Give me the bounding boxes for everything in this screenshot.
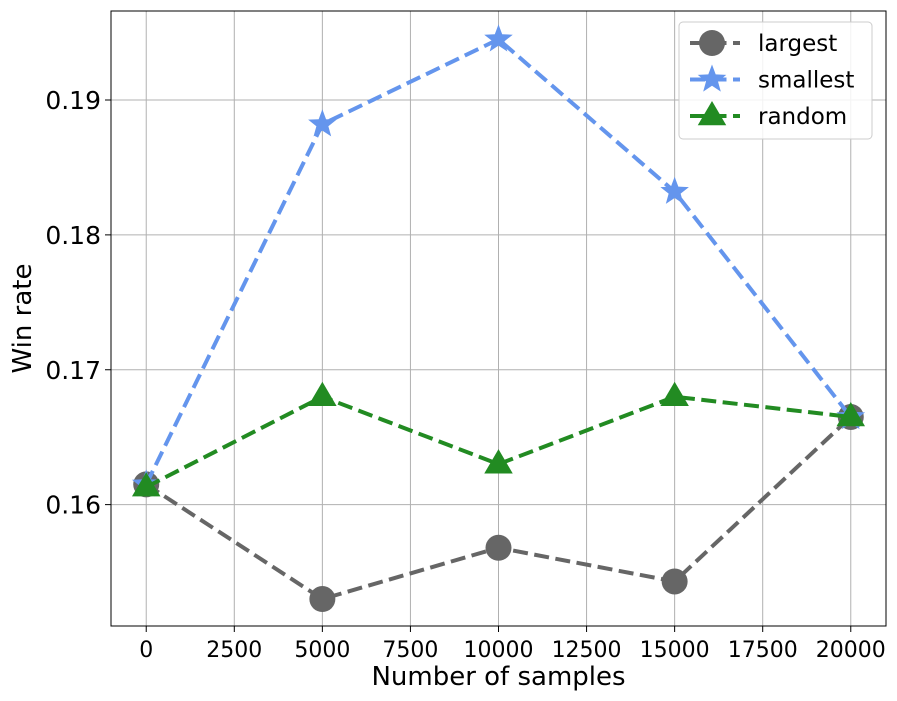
x-axis-label: Number of samples xyxy=(371,662,625,692)
x-tick-label: 17500 xyxy=(728,638,798,663)
point-random xyxy=(131,472,161,497)
point-largest xyxy=(661,568,688,595)
point-random xyxy=(836,401,866,427)
point-random xyxy=(484,449,513,474)
y-axis-label: Win rate xyxy=(8,264,38,374)
x-tick-label: 20000 xyxy=(816,638,886,663)
legend: largest smallest random xyxy=(678,21,873,140)
point-random xyxy=(308,381,337,407)
legend-box xyxy=(678,21,873,140)
x-tick-label: 5000 xyxy=(294,638,350,663)
legend-item-largest: largest xyxy=(690,30,837,57)
x-tick-label: 2500 xyxy=(206,638,262,663)
series-line-random xyxy=(145,394,851,489)
series-line-smallest xyxy=(144,36,853,486)
series-random xyxy=(131,381,866,497)
y-tick-label: 0.19 xyxy=(45,86,101,115)
legend-item-random: random xyxy=(690,101,847,130)
x-tick-label: 10000 xyxy=(464,638,534,663)
legend-marker-circle xyxy=(699,30,725,56)
point-smallest xyxy=(660,176,689,204)
series-group xyxy=(131,24,866,613)
legend-label: random xyxy=(758,104,847,130)
legend-item-smallest: smallest xyxy=(690,64,854,94)
point-largest xyxy=(309,586,336,613)
ticks: 0 2500 5000 7500 10000 12500 15000 17500 20000 0.… xyxy=(45,86,885,663)
legend-marker-star xyxy=(697,64,727,92)
point-smallest xyxy=(484,24,513,52)
point-smallest xyxy=(308,109,337,137)
y-tick-label: 0.17 xyxy=(45,356,101,385)
x-tick-label: 7500 xyxy=(382,638,438,663)
legend-marker-triangle xyxy=(697,101,727,126)
y-tick-label: 0.18 xyxy=(45,221,101,250)
legend-label: smallest xyxy=(758,68,854,94)
point-largest xyxy=(485,534,512,561)
y-tick-label: 0.16 xyxy=(45,491,101,520)
x-tick-label: 0 xyxy=(139,638,153,663)
legend-label: largest xyxy=(758,31,837,57)
x-tick-label: 12500 xyxy=(552,638,622,663)
x-tick-label: 15000 xyxy=(640,638,710,663)
point-random xyxy=(660,381,689,407)
